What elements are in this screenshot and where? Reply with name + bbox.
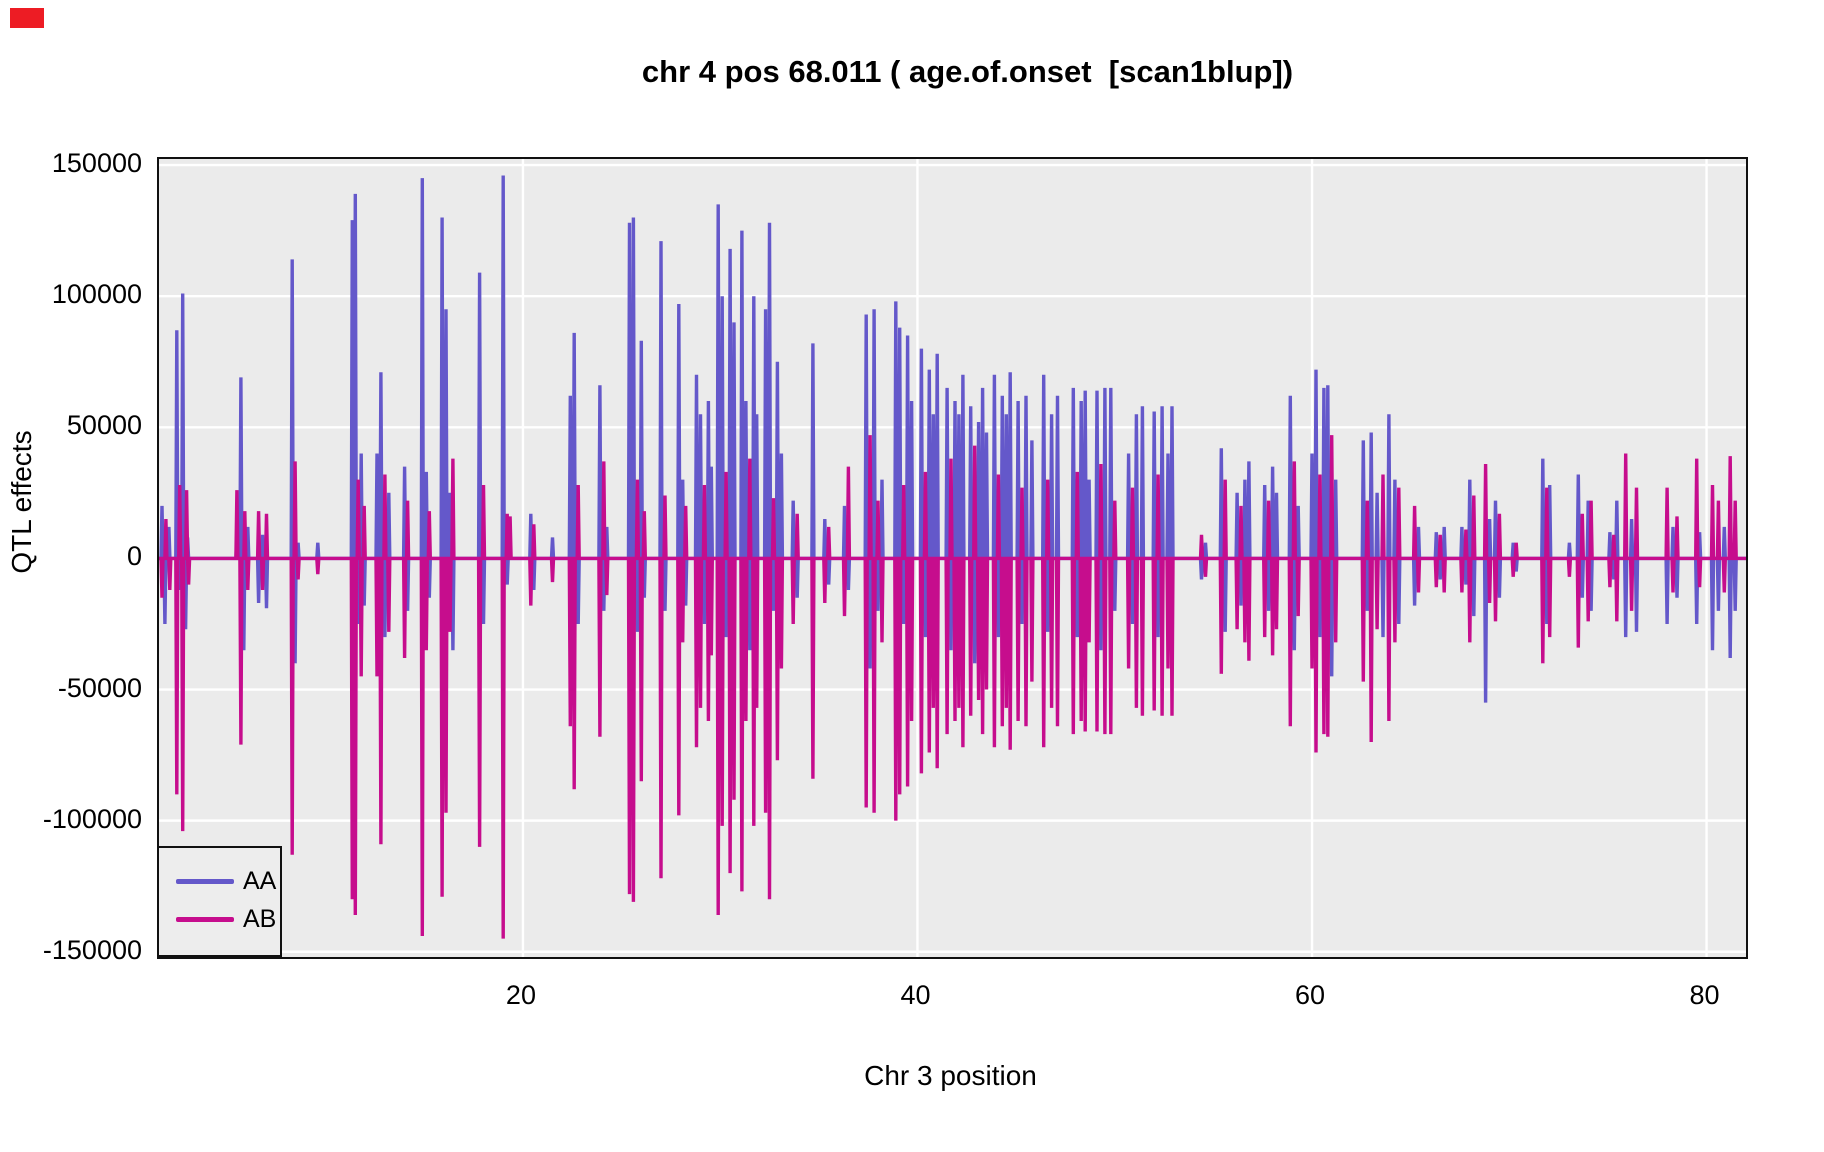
corner-red-marker	[10, 8, 44, 28]
x-tick-label: 20	[505, 980, 536, 1010]
y-tick-label: -50000	[57, 672, 142, 703]
aa-line-swatch	[176, 879, 234, 884]
plot-area: AA AB	[157, 157, 1748, 959]
y-tick-label: -150000	[42, 934, 142, 965]
legend-label-ab: AB	[243, 905, 277, 933]
x-tick-label: 60	[1294, 980, 1326, 1010]
y-tick-label: 50000	[66, 410, 142, 441]
y-tick-label: 0	[126, 541, 142, 572]
legend-item-aa: AA	[159, 866, 280, 896]
y-tick-label: -100000	[42, 803, 142, 834]
legend-box: AA AB	[157, 846, 282, 957]
x-axis-label: Chr 3 position	[864, 1060, 1037, 1091]
x-tick-label: 80	[1689, 980, 1720, 1010]
ab-line-swatch	[176, 917, 234, 922]
legend-item-ab: AB	[159, 904, 280, 934]
y-tick-label: 150000	[51, 148, 142, 179]
series-ab-line	[159, 435, 1746, 939]
legend-label-aa: AA	[243, 867, 277, 895]
x-tick-label: 40	[900, 980, 931, 1010]
chart-title: chr 4 pos 68.011 ( age.of.onset [scan1bl…	[641, 54, 1294, 89]
y-tick-label: 100000	[51, 279, 142, 310]
plot-svg	[159, 159, 1746, 957]
series-aa-line	[159, 175, 1746, 703]
